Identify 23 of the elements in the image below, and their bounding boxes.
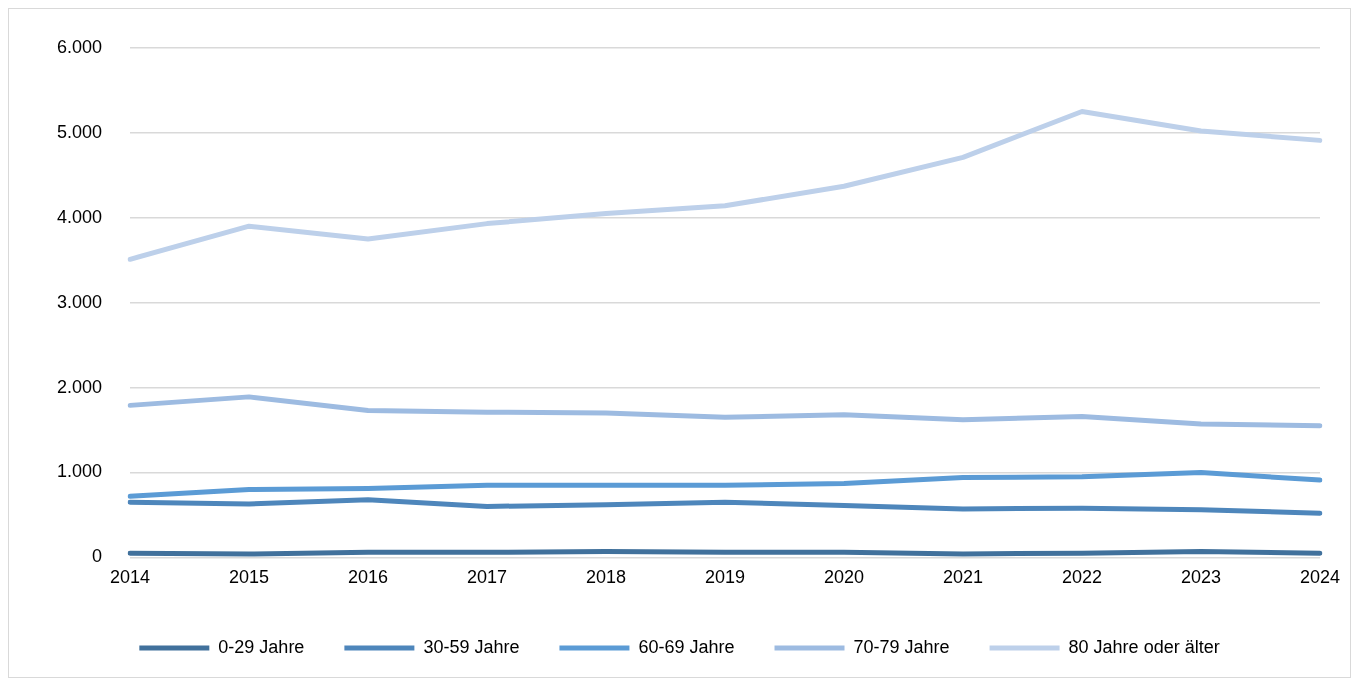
legend-label: 70-79 Jahre [853,636,950,657]
y-tick-label: 2.000 [57,376,103,397]
legend-label: 80 Jahre oder älter [1068,636,1220,657]
legend-label: 30-59 Jahre [423,636,520,657]
x-tick-label: 2024 [1299,567,1340,588]
x-tick-label: 2020 [823,567,865,588]
x-tick-label: 2017 [467,567,508,588]
x-tick-label: 2018 [585,567,627,588]
x-tick-label: 2015 [229,567,270,588]
x-tick-label: 2019 [704,567,746,588]
y-tick-label: 3.000 [57,291,103,312]
y-tick-label: 0 [92,546,103,567]
x-tick-label: 2016 [348,567,389,588]
x-tick-label: 2023 [1180,567,1222,588]
x-tick-label: 2014 [110,567,151,588]
y-tick-label: 4.000 [57,206,103,227]
y-tick-label: 5.000 [57,121,103,142]
x-tick-label: 2021 [942,567,984,588]
y-tick-label: 1.000 [57,461,103,482]
legend-label: 0-29 Jahre [218,636,305,657]
y-tick-label: 6.000 [57,36,103,57]
x-tick-label: 2022 [1061,567,1103,588]
legend-label: 60-69 Jahre [638,636,735,657]
